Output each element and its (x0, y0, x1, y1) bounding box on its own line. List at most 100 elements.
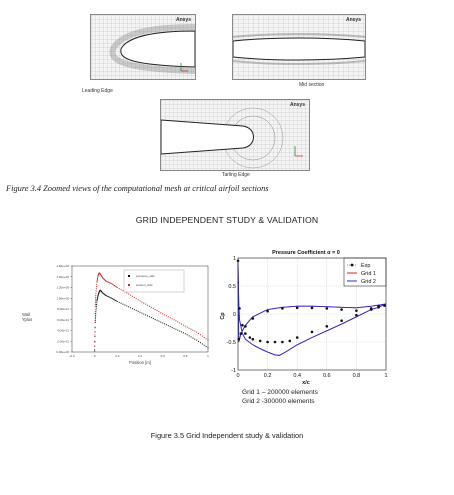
yplus-point-pressure_side (98, 293, 100, 295)
yplus-point-pressure_side (110, 297, 112, 299)
yplus-point-pressure_side (201, 343, 203, 345)
yplus-point-suction_side (139, 300, 141, 302)
yplus-point-suction_side (169, 317, 171, 319)
cp-plot-frame (237, 257, 387, 371)
cp-exp-point (281, 340, 284, 344)
figure-3-5-caption: Figure 3.5 Grid Independent study & vali… (150, 431, 304, 440)
cp-exp-point (241, 323, 244, 327)
cp-exp-point (310, 306, 314, 310)
grid-note-2: Grid 2 -300000 elements (242, 398, 315, 405)
mesh-leading-edge: Ansys (90, 14, 196, 80)
yplus-point-suction_side (103, 278, 105, 280)
yplus-point-pressure_side (95, 312, 97, 314)
yplus-point-suction_side (105, 280, 107, 282)
cp-exp-point (310, 330, 314, 334)
yplus-point-suction_side (130, 294, 132, 296)
yplus-point-pressure_side (162, 322, 164, 324)
cp-exp-point (258, 339, 262, 343)
yplus-point-suction_side (96, 280, 98, 282)
yplus-point-pressure_side (188, 335, 190, 337)
yplus-y-tick: 4.00e-01 (57, 329, 69, 333)
yplus-point-pressure_side (114, 299, 115, 301)
yplus-point-suction_side (120, 289, 122, 291)
cp-legend-label: Grid 2 (361, 279, 376, 285)
cp-exp-point (377, 304, 380, 308)
yplus-point-suction_side (97, 278, 98, 280)
yplus-point-suction_side (194, 330, 196, 332)
yplus-point-suction_side (94, 334, 96, 336)
yplus-point-suction_side (148, 305, 150, 307)
yplus-y-tick: 1.60e+00 (56, 264, 69, 268)
yplus-point-pressure_side (184, 333, 186, 335)
yplus-point-pressure_side (108, 296, 110, 298)
yplus-chart-svg: 0.00e+00 2.00e-01 4.00e-01 6.00e-01 8.00e-01… (22, 264, 209, 365)
cp-exp-point (340, 319, 343, 323)
yplus-point-pressure_side (96, 299, 98, 301)
yplus-point-suction_side (122, 290, 124, 292)
yplus-point-suction_side (192, 329, 194, 331)
yplus-point-suction_side (107, 281, 109, 283)
yplus-point-suction_side (171, 318, 173, 320)
yplus-point-suction_side (96, 279, 98, 281)
cp-chart-title: Pressure Coefficient α = 0 (272, 250, 340, 256)
cp-exp-point (281, 307, 284, 310)
yplus-point-suction_side (143, 302, 145, 304)
yplus-point-suction_side (95, 296, 97, 298)
yplus-point-pressure_side (143, 313, 145, 315)
yplus-point-suction_side (95, 295, 97, 297)
yplus-point-suction_side (94, 348, 96, 350)
yplus-point-suction_side (104, 280, 106, 282)
yplus-point-pressure_side (114, 299, 116, 301)
yplus-point-suction_side (100, 274, 102, 276)
yplus-point-pressure_side (167, 325, 169, 327)
yplus-point-suction_side (118, 288, 120, 290)
cp-chart: -1 -0.5 0 0.5 1 0 0.2 0.4 0.6 0.8 1 Exp Grid 1 Grid… (218, 246, 394, 388)
mesh-brand-label: Ansys (175, 17, 191, 23)
cp-exp-point (238, 307, 241, 310)
yplus-point-suction_side (182, 324, 184, 326)
yplus-point-suction_side (141, 301, 143, 303)
yplus-point-pressure_side (190, 336, 192, 338)
yplus-legend-label: pressure_side (136, 274, 155, 278)
yplus-point-pressure_side (104, 294, 106, 296)
cp-y-tick: 1 (233, 256, 236, 262)
yplus-point-pressure_side (122, 303, 124, 305)
yplus-point-pressure_side (194, 338, 196, 340)
yplus-point-suction_side (94, 304, 96, 306)
yplus-point-suction_side (101, 276, 103, 278)
yplus-point-pressure_side (112, 298, 114, 300)
grid-note-1: Grid 1 – 200000 elements (242, 389, 318, 396)
yplus-point-suction_side (147, 304, 149, 306)
yplus-point-pressure_side (147, 315, 149, 317)
yplus-y-tick: 0.00e+00 (56, 350, 69, 354)
yplus-point-suction_side (196, 331, 198, 333)
yplus-point-pressure_side (98, 291, 100, 293)
cp-exp-point (251, 317, 255, 320)
yplus-point-suction_side (115, 286, 117, 288)
cp-exp-point (244, 332, 247, 335)
yplus-point-pressure_side (94, 331, 96, 333)
mesh-mid-section-image (233, 15, 365, 79)
yplus-point-pressure_side (97, 296, 99, 298)
yplus-point-pressure_side (106, 295, 108, 297)
yplus-point-suction_side (179, 322, 181, 324)
yplus-legend-marker (128, 284, 130, 286)
yplus-point-suction_side (181, 323, 183, 325)
cp-exp-point (369, 307, 373, 310)
cp-x-tick: 0.8 (353, 373, 361, 379)
yplus-point-suction_side (95, 292, 97, 294)
yplus-point-pressure_side (130, 307, 132, 309)
yplus-point-suction_side (203, 336, 205, 338)
yplus-point-pressure_side (152, 317, 154, 319)
yplus-point-suction_side (190, 328, 192, 330)
yplus-chart: 0.00e+00 2.00e-01 4.00e-01 6.00e-01 8.00e-01… (6, 258, 220, 376)
yplus-x-tick: 0 (94, 354, 96, 358)
yplus-y-tick: 1.40e+00 (56, 275, 69, 279)
yplus-point-suction_side (94, 341, 96, 343)
yplus-point-pressure_side (98, 292, 100, 294)
cp-y-tick: -1 (231, 368, 236, 374)
yplus-point-suction_side (96, 283, 98, 285)
yplus-point-suction_side (109, 282, 111, 284)
yplus-point-pressure_side (133, 309, 135, 311)
yplus-point-pressure_side (165, 324, 167, 326)
